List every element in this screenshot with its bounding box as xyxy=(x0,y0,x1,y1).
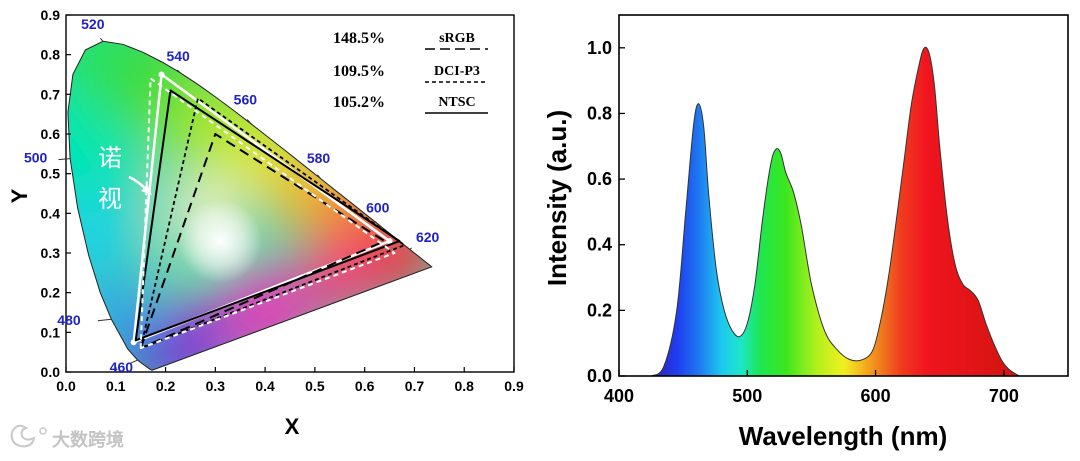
spectrum-x-tick-label: 500 xyxy=(732,386,762,406)
legend-value-dcip3: 109.5% xyxy=(333,63,385,80)
cie-x-tick-label: 0.3 xyxy=(206,378,226,394)
gamut-triangles xyxy=(130,71,406,350)
spectrum-chart: 400 500 600 700 0.0 0.2 0.4 0.6 0.8 1.0 Wavelengt… xyxy=(542,14,1069,451)
cie-y-axis-label: Y xyxy=(7,188,32,203)
cie-y-tick-label: 0.2 xyxy=(41,285,61,301)
spectrum-plot-frame xyxy=(618,14,1069,377)
cie-y-tick-label: 0.4 xyxy=(41,205,61,221)
wavelength-label: 560 xyxy=(234,91,258,107)
annotation-arrowhead-icon xyxy=(141,185,152,195)
wavelength-label: 540 xyxy=(166,48,190,64)
cie-ticks: 0.0 0.1 0.2 0.3 0.4 0.5 0.6 0.7 0.8 0.9 0.0 0.1 0.2 0… xyxy=(41,7,524,394)
cie-x-tick-label: 0.4 xyxy=(255,378,275,394)
wavelength-label: 600 xyxy=(366,199,390,215)
cie-y-tick-label: 0.1 xyxy=(41,324,61,340)
wavelength-tick xyxy=(316,174,322,180)
spectrum-y-tick-label: 0.4 xyxy=(587,235,612,255)
cie-y-tick-label: 0.5 xyxy=(41,166,61,182)
spectral-locus xyxy=(67,40,433,371)
legend-value-srgb: 148.5% xyxy=(333,30,385,47)
gamut-vertex xyxy=(158,71,165,78)
wavelength-tick xyxy=(246,119,253,125)
wavelength-tick xyxy=(99,37,104,42)
spectrum-y-tick-label: 0.8 xyxy=(587,103,612,123)
spectrum-y-tick-label: 0.6 xyxy=(587,169,612,189)
spectrum-area xyxy=(651,47,1020,376)
cie-x-tick-label: 0.1 xyxy=(106,378,126,394)
gamut-triangle xyxy=(134,89,401,342)
watermark: 大数跨境 xyxy=(10,424,124,450)
cie-y-tick-label: 0.3 xyxy=(41,245,61,261)
gamut-triangle xyxy=(139,77,396,350)
cie-color-fill xyxy=(67,41,432,371)
annotation-char-1: 诺 xyxy=(98,144,122,172)
cie-x-tick-label: 0.2 xyxy=(156,378,176,394)
wavelength-label: 480 xyxy=(57,312,81,328)
watermark-text: 大数跨境 xyxy=(52,429,124,450)
wavelength-label: 460 xyxy=(110,359,134,375)
wavelength-label: 500 xyxy=(24,150,48,166)
gamut-vertex xyxy=(386,238,393,245)
legend-label-dcip3: DCI-P3 xyxy=(434,64,480,79)
brand-annotation: 诺 视 xyxy=(98,144,152,213)
legend-label-srgb: sRGB xyxy=(439,31,475,46)
gamut-triangle xyxy=(139,133,386,350)
annotation-char-2: 视 xyxy=(98,185,122,213)
wavelength-tick xyxy=(409,247,412,251)
wavelength-tick xyxy=(58,158,71,161)
spectrum-y-tick-label: 0.2 xyxy=(587,300,612,320)
spectrum-x-tick-label: 700 xyxy=(989,386,1019,406)
watermark-dot-icon xyxy=(39,427,47,435)
gamut-triangle xyxy=(139,97,406,350)
wavelength-tick xyxy=(130,359,138,364)
spectrum-y-axis-label: Intensity (a.u.) xyxy=(542,110,572,286)
cie-x-tick-label: 0.0 xyxy=(56,378,76,394)
watermark-logo-icon xyxy=(10,424,36,448)
spectrum-ticks: 400 500 600 700 0.0 0.2 0.4 0.6 0.8 1.0 xyxy=(587,38,1019,406)
spectrum-outline xyxy=(650,46,1020,377)
cie-x-tick-label: 0.8 xyxy=(454,378,474,394)
wavelength-tick xyxy=(97,318,112,322)
wavelength-label: 520 xyxy=(81,16,105,32)
cie-color-blob xyxy=(67,188,136,279)
cie-y-tick-label: 0.6 xyxy=(41,126,61,142)
cie-x-tick-label: 0.6 xyxy=(355,378,375,394)
gamut-triangle xyxy=(132,73,391,344)
spectrum-y-tick-label: 0.0 xyxy=(587,366,612,386)
cie-chart: 0.0 0.1 0.2 0.3 0.4 0.5 0.6 0.7 0.8 0.9 0.0 0.1 0.2 0… xyxy=(7,7,524,439)
spectrum-x-axis-label: Wavelength (nm) xyxy=(739,421,947,451)
wavelength-label: 580 xyxy=(307,150,331,166)
cie-x-tick-label: 0.9 xyxy=(504,378,524,394)
spectrum-x-tick-label: 600 xyxy=(861,386,891,406)
cie-y-tick-label: 0.7 xyxy=(41,86,61,102)
wavelength-tick xyxy=(374,221,379,225)
cie-y-tick-label: 0.9 xyxy=(41,7,61,23)
cie-y-tick-label: 0.8 xyxy=(41,47,61,63)
cie-legend: 148.5% sRGB 109.5% DCI-P3 105.2% NTSC xyxy=(333,30,488,114)
legend-label-ntsc: NTSC xyxy=(438,95,475,110)
spectrum-x-tick-label: 400 xyxy=(604,386,634,406)
spectrum-y-tick-label: 1.0 xyxy=(587,38,612,58)
wavelength-labels: 460 480 500 520 540 560 580 600 620 xyxy=(24,16,440,375)
cie-x-tick-label: 0.7 xyxy=(405,378,425,394)
wavelength-tick xyxy=(176,69,181,74)
white-point-glow xyxy=(178,199,263,284)
cie-x-axis-label: X xyxy=(285,414,300,439)
legend-value-ntsc: 105.2% xyxy=(333,94,385,111)
cie-x-tick-label: 0.5 xyxy=(305,378,325,394)
cie-plot-frame xyxy=(65,14,515,373)
wavelength-label: 620 xyxy=(416,229,440,245)
cie-y-tick-label: 0.0 xyxy=(41,364,61,380)
